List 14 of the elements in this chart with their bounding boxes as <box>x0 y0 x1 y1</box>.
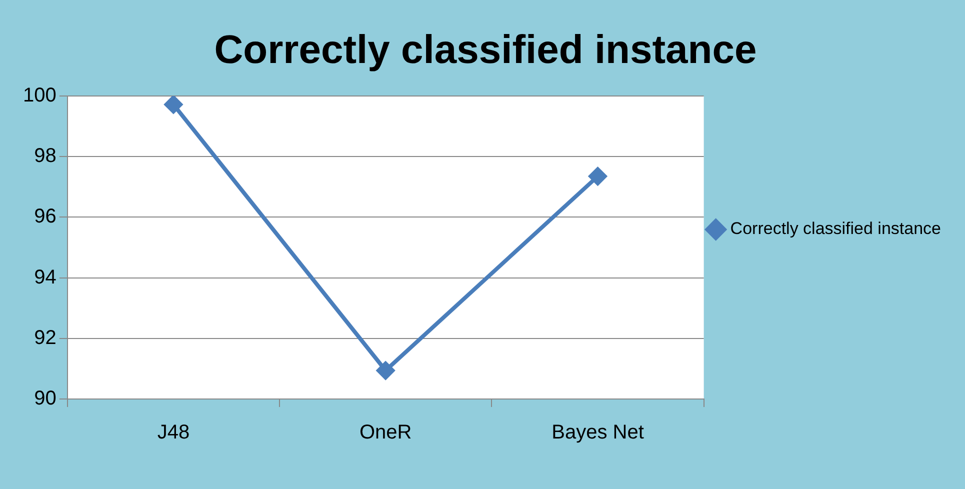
point <box>164 96 182 114</box>
chart-title: Correctly classified instance <box>214 28 757 72</box>
x-tick-label: OneR <box>359 422 412 444</box>
point <box>588 167 607 186</box>
point <box>376 362 395 380</box>
x-tick-label: J48 <box>157 422 190 444</box>
legend-label: Correctly classified instance <box>730 219 942 238</box>
y-tick-label: 90 <box>34 388 56 410</box>
y-tick-label: 96 <box>34 206 56 228</box>
y-tick-label: 94 <box>34 266 56 288</box>
y-tick-label: 100 <box>22 84 56 107</box>
x-tick-label: Bayes Net <box>552 422 644 444</box>
y-tick-label: 92 <box>34 326 56 349</box>
y-tick-label: 98 <box>34 145 56 168</box>
